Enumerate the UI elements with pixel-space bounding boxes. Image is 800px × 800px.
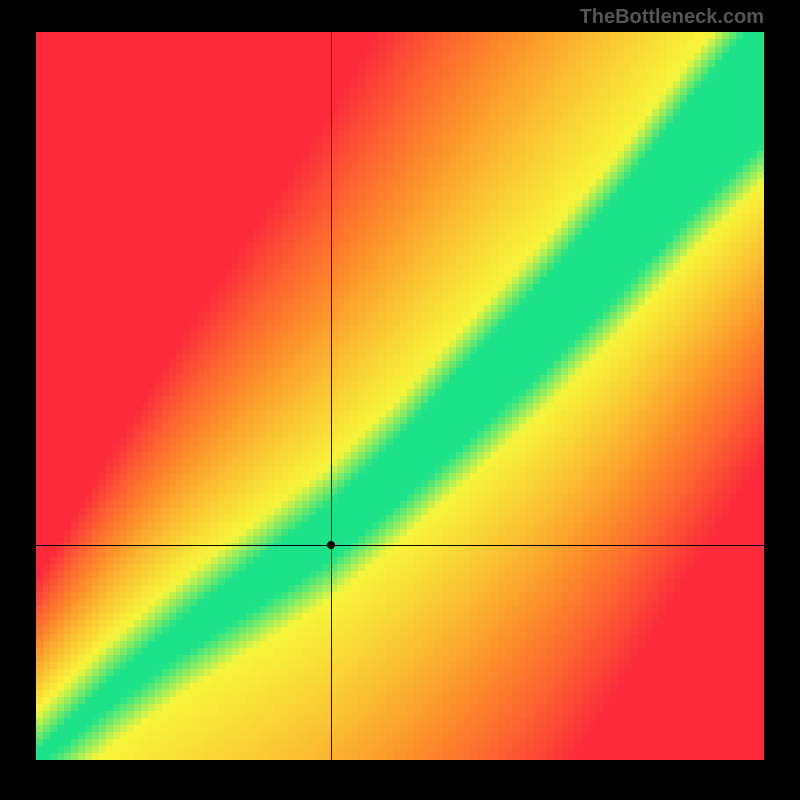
crosshair-vertical (331, 32, 332, 760)
bottleneck-heatmap (36, 32, 764, 760)
heatmap-canvas (36, 32, 764, 760)
attribution-text: TheBottleneck.com (580, 6, 764, 29)
crosshair-marker (327, 541, 335, 549)
crosshair-horizontal (36, 545, 764, 546)
